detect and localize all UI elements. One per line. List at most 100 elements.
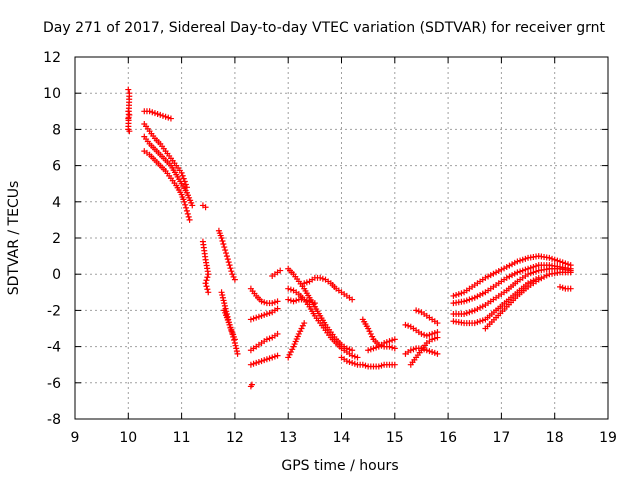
data-point — [554, 257, 561, 264]
y-tick-label: -4 — [47, 340, 61, 356]
series-arc-c — [141, 108, 174, 122]
data-point — [233, 345, 240, 352]
data-point — [551, 256, 558, 263]
y-tick-label: 2 — [52, 231, 61, 247]
data-point — [458, 290, 465, 297]
data-point — [303, 279, 310, 286]
data-point — [183, 204, 190, 211]
series-arc-ab — [407, 334, 441, 368]
data-point — [362, 362, 369, 369]
series-arc-ah — [482, 269, 574, 332]
data-point — [351, 360, 358, 367]
series-arc-y — [365, 336, 398, 354]
data-point — [549, 255, 556, 262]
series-arc-h — [199, 238, 212, 296]
data-point — [247, 361, 254, 368]
data-point — [247, 316, 254, 323]
data-point — [287, 297, 294, 304]
data-point — [261, 299, 268, 306]
data-point — [354, 354, 361, 361]
data-point — [367, 346, 374, 353]
data-point — [365, 347, 372, 354]
y-tick-label: 4 — [52, 195, 61, 211]
data-point — [349, 352, 356, 359]
data-point — [224, 256, 231, 263]
data-point — [567, 269, 574, 276]
series-arc-x — [359, 316, 398, 352]
data-point — [223, 250, 230, 257]
data-point — [269, 354, 276, 361]
data-point — [370, 345, 377, 352]
y-axis-label: SDTVAR / TECUs — [6, 181, 22, 296]
data-point — [517, 257, 524, 264]
data-point — [506, 273, 513, 280]
data-point — [471, 294, 478, 301]
data-point — [285, 296, 292, 303]
data-point — [232, 342, 239, 349]
series-arc-u — [285, 320, 308, 361]
data-point — [389, 344, 396, 351]
data-point — [202, 280, 209, 287]
data-point — [366, 328, 373, 335]
data-point — [189, 202, 196, 209]
series-arc-p — [247, 352, 281, 368]
x-tick-label: 16 — [439, 430, 457, 446]
data-points — [125, 86, 574, 390]
data-point — [498, 266, 505, 273]
data-point — [405, 322, 412, 329]
x-tick-label: 14 — [333, 430, 351, 446]
data-point — [466, 309, 473, 316]
data-point — [434, 350, 441, 357]
data-point — [503, 263, 510, 270]
data-point — [179, 172, 186, 179]
data-point — [263, 336, 270, 343]
data-point — [463, 297, 470, 304]
data-point — [421, 331, 428, 338]
data-point — [204, 286, 211, 293]
data-point — [423, 347, 430, 354]
data-point — [290, 298, 297, 305]
data-point — [407, 347, 414, 354]
data-point — [429, 336, 436, 343]
data-point — [389, 337, 396, 344]
series-arc-g — [199, 202, 209, 211]
data-point — [234, 350, 241, 357]
data-point — [230, 273, 237, 280]
chart-title: Day 271 of 2017, Sidereal Day-to-day VTE… — [43, 20, 605, 36]
data-point — [410, 346, 417, 353]
series-arc-f — [141, 148, 193, 223]
data-point — [474, 306, 481, 313]
data-point — [309, 299, 316, 306]
data-point — [248, 381, 255, 388]
data-point — [226, 262, 233, 269]
data-point — [255, 358, 262, 365]
data-point — [221, 300, 228, 307]
data-point — [286, 351, 293, 358]
series-arc-d — [141, 120, 190, 191]
y-tick-label: 12 — [43, 50, 61, 66]
y-tick-label: 8 — [52, 122, 61, 138]
data-point — [285, 354, 292, 361]
series-arc-s — [285, 285, 361, 361]
data-point — [266, 310, 273, 317]
series-arc-ac — [413, 307, 441, 327]
data-point — [287, 286, 294, 293]
data-point — [477, 292, 484, 299]
data-point — [221, 244, 228, 251]
data-point — [391, 345, 398, 352]
data-point — [509, 272, 516, 279]
data-point — [349, 296, 356, 303]
data-point — [311, 300, 318, 307]
data-point — [293, 297, 300, 304]
data-point — [367, 330, 374, 337]
data-point — [351, 353, 358, 360]
data-point — [469, 308, 476, 315]
data-point — [487, 272, 494, 279]
data-point — [277, 267, 284, 274]
data-point — [298, 325, 305, 332]
data-point — [434, 320, 441, 327]
data-point — [223, 253, 230, 260]
data-point — [525, 271, 532, 278]
y-tick-label: 10 — [43, 86, 61, 102]
data-point — [125, 108, 132, 115]
